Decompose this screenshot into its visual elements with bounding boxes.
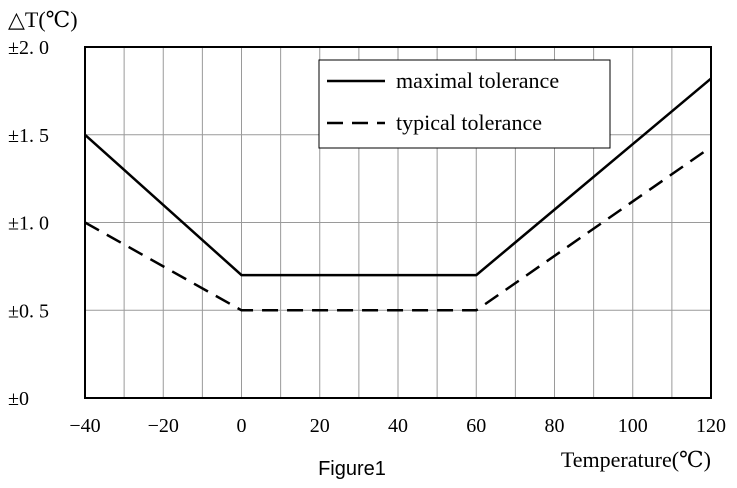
series-line-typical <box>84 145 712 312</box>
legend-box <box>318 59 611 149</box>
series-lines <box>84 77 712 312</box>
x-tick-label: −20 <box>148 415 179 437</box>
y-tick-label: ±0 <box>8 388 29 410</box>
x-tick-label: 100 <box>618 415 648 437</box>
legend: maximal tolerance typical tolerance <box>318 59 611 149</box>
series-line-maximal <box>84 77 712 277</box>
plot-frame <box>84 46 712 399</box>
x-tick-label: 0 <box>237 415 247 437</box>
x-tick-label: −40 <box>69 415 100 437</box>
x-tick-label: 120 <box>696 415 726 437</box>
x-tick-label: 80 <box>545 415 565 437</box>
x-tick-label: 60 <box>466 415 486 437</box>
x-axis-title: Temperature(℃) <box>561 447 711 472</box>
legend-label-typical: typical tolerance <box>396 110 542 135</box>
figure-caption: Figure1 <box>318 458 386 480</box>
y-tick-label: ±2. 0 <box>8 37 49 59</box>
y-axis-title: △T(℃) <box>8 7 78 32</box>
legend-label-maximal: maximal tolerance <box>396 68 559 93</box>
y-tick-label: ±1. 0 <box>8 213 49 235</box>
y-tick-label: ±0. 5 <box>8 300 49 322</box>
x-tick-label: 20 <box>310 415 330 437</box>
x-tick-label: 40 <box>388 415 408 437</box>
y-tick-label: ±1. 5 <box>8 125 49 147</box>
tick-labels: −40 −20 0 20 40 60 80 100 120 ±0 ±0. 5 ±1. 0 ±1. 5 ±2… <box>8 37 726 437</box>
